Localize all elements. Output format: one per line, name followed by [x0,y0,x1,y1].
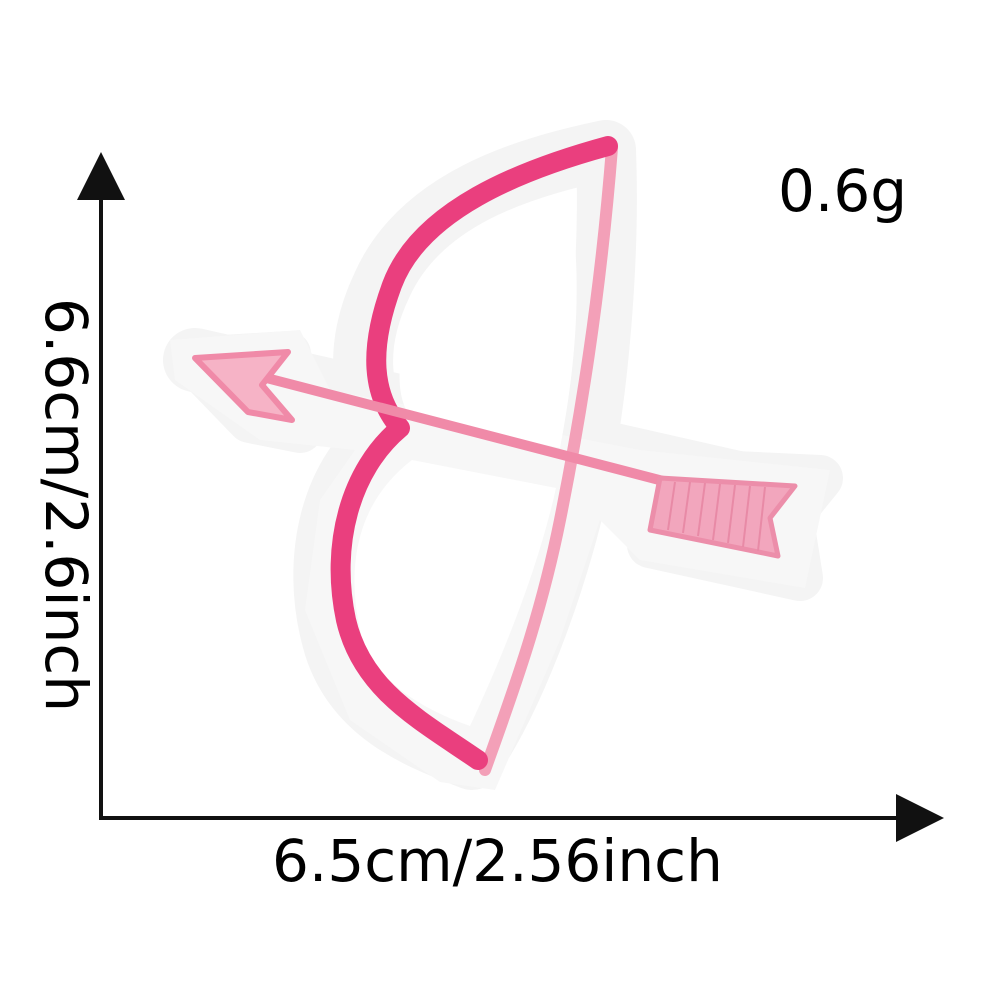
fletching-stitches [667,481,766,552]
weight-label: 0.6g [778,157,908,225]
arrow-head [192,349,295,423]
bow-string [479,142,618,776]
bow-inner-space [354,215,577,726]
width-label: 6.5cm/2.56inch [272,827,723,895]
height-label: 6.6cm/2.6inch [32,298,100,712]
bow-limb [330,136,618,770]
arrow-shaft [200,357,695,493]
